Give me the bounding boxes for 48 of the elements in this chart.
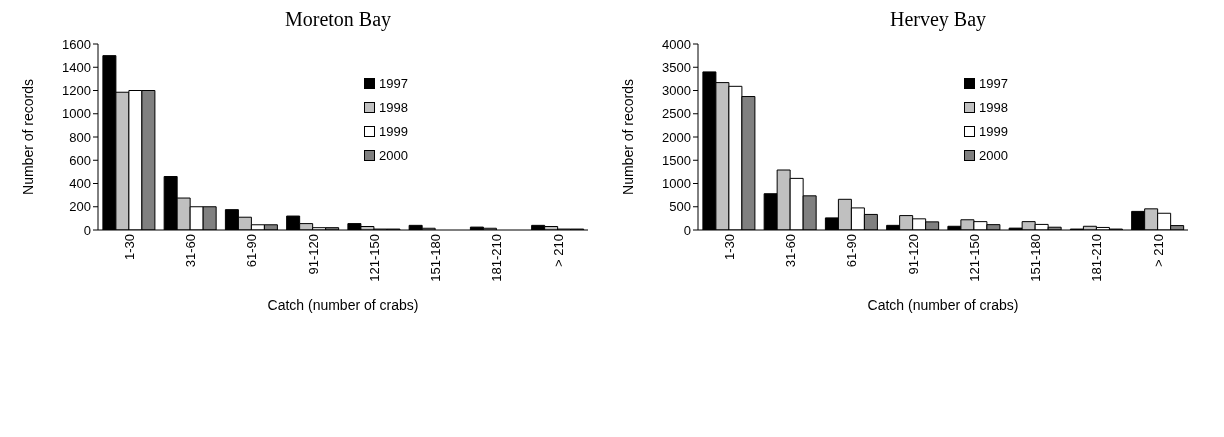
x-tick-label: 61-90 xyxy=(244,234,260,268)
x-tick-label: > 210 xyxy=(1150,234,1166,267)
x-tick-label: 121-150 xyxy=(966,234,982,282)
x-tick-label: 181-210 xyxy=(1089,234,1105,282)
x-tick-label: 181-210 xyxy=(489,234,505,282)
legend-label: 1997 xyxy=(979,76,1008,91)
x-axis-title: Catch (number of crabs) xyxy=(867,297,1019,313)
legend-label: 2000 xyxy=(979,148,1008,163)
x-tick-label: 1-30 xyxy=(121,234,137,261)
legend-label: 1999 xyxy=(379,124,408,139)
y-tick-label: 2500 xyxy=(662,106,691,122)
y-tick-label: 2000 xyxy=(662,129,691,145)
y-tick-label: 4000 xyxy=(662,36,691,52)
x-tick-label: 1-30 xyxy=(721,234,737,261)
legend-label: 1999 xyxy=(979,124,1008,139)
x-tick-label: 31-60 xyxy=(183,234,199,268)
y-tick-label: 1000 xyxy=(662,176,691,192)
chart-title: Moreton Bay xyxy=(283,8,393,33)
y-tick-label: 500 xyxy=(669,199,691,215)
chart-title: Hervey Bay xyxy=(888,8,988,33)
x-tick-label: 31-60 xyxy=(783,234,799,268)
legend-label: 1998 xyxy=(379,100,408,115)
y-tick-label: 600 xyxy=(69,152,91,168)
x-tick-label: > 210 xyxy=(550,234,566,267)
x-tick-label: 151-180 xyxy=(428,234,444,282)
legend-label: 1997 xyxy=(379,76,408,91)
legend-label: 2000 xyxy=(379,148,408,163)
y-tick-label: 3500 xyxy=(662,59,691,75)
y-tick-label: 1000 xyxy=(62,106,91,122)
legend-label: 1998 xyxy=(979,100,1008,115)
x-tick-label: 121-150 xyxy=(366,234,382,282)
y-tick-label: 1400 xyxy=(62,59,91,75)
y-tick-label: 0 xyxy=(683,222,691,238)
x-axis-title: Catch (number of crabs) xyxy=(267,297,419,313)
y-tick-label: 400 xyxy=(69,176,91,192)
y-tick-label: 1500 xyxy=(662,152,691,168)
x-tick-label: 91-120 xyxy=(905,234,921,275)
y-axis-title: Number of records xyxy=(19,79,36,195)
y-tick-label: 3000 xyxy=(662,83,691,99)
x-tick-label: 91-120 xyxy=(305,234,321,275)
y-tick-label: 0 xyxy=(83,222,91,238)
x-tick-label: 61-90 xyxy=(844,234,860,268)
y-tick-label: 800 xyxy=(69,129,91,145)
x-tick-label: 151-180 xyxy=(1028,234,1044,282)
y-tick-label: 200 xyxy=(69,199,91,215)
y-axis-title: Number of records xyxy=(619,79,636,195)
y-tick-label: 1600 xyxy=(62,36,91,52)
y-tick-label: 1200 xyxy=(62,83,91,99)
